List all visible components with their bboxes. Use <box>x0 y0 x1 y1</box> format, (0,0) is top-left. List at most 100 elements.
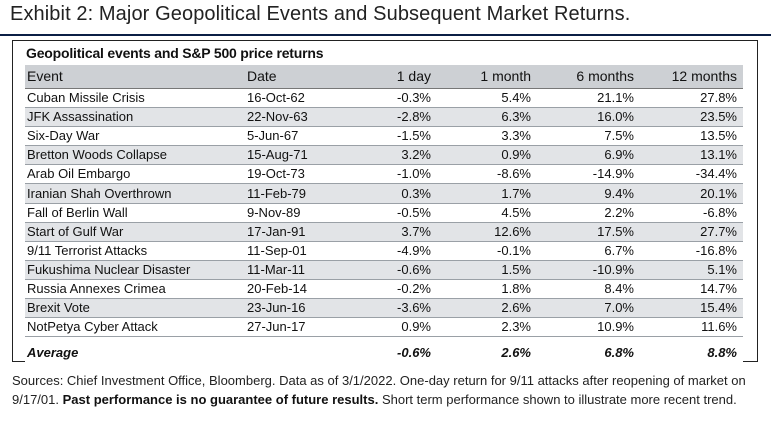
twelve-months-cell: 23.5% <box>640 107 743 128</box>
twelve-months-cell: -34.4% <box>640 164 743 185</box>
table-row: Russia Annexes Crimea 20-Feb-14 -0.2% 1.8% 8… <box>25 279 743 300</box>
one-day-cell: -0.6% <box>345 260 437 280</box>
date-cell: 20-Feb-14 <box>235 279 345 300</box>
six-months-cell: 17.5% <box>537 222 640 242</box>
six-months-cell: 9.4% <box>537 183 640 204</box>
column-header: 6 months <box>537 65 640 89</box>
one-month-cell: 5.4% <box>437 88 537 109</box>
date-cell: 11-Sep-01 <box>235 241 345 261</box>
date-cell: 16-Oct-62 <box>235 88 345 109</box>
table-header-row: Event Date 1 day 1 month 6 months 12 mon… <box>25 65 743 89</box>
six-months-cell: -10.9% <box>537 260 640 280</box>
column-header: 12 months <box>640 65 743 89</box>
sources-text: Sources: Chief Investment Office, Bloomb… <box>12 373 746 407</box>
six-months-cell: 7.0% <box>537 298 640 319</box>
one-day-cell: -3.6% <box>345 298 437 319</box>
table-row: JFK Assassination 22-Nov-63 -2.8% 6.3% 16.0%… <box>25 107 743 128</box>
average-6-months: 6.8% <box>537 336 640 370</box>
twelve-months-cell: -6.8% <box>640 203 743 223</box>
one-month-cell: 12.6% <box>437 222 537 242</box>
one-month-cell: -0.1% <box>437 241 537 261</box>
twelve-months-cell: 13.5% <box>640 126 743 147</box>
table-row: NotPetya Cyber Attack 27-Jun-17 0.9% 2.3% 10… <box>25 317 743 338</box>
average-12-months: 8.8% <box>640 336 743 370</box>
average-1-month: 2.6% <box>437 336 537 370</box>
event-cell: Fall of Berlin Wall <box>25 203 235 223</box>
average-1-day: -0.6% <box>345 336 437 370</box>
table-row: Brexit Vote 23-Jun-16 -3.6% 2.6% 7.0% 15.4% <box>25 298 743 319</box>
sources-tail: Short term performance shown to illustra… <box>381 392 737 407</box>
event-cell: Start of Gulf War <box>25 222 235 242</box>
column-header: Date <box>235 65 345 89</box>
twelve-months-cell: 27.8% <box>640 88 743 109</box>
date-cell: 15-Aug-71 <box>235 145 345 166</box>
one-day-cell: -1.0% <box>345 164 437 185</box>
table-row: Bretton Woods Collapse 15-Aug-71 3.2% 0.9% 6… <box>25 145 743 166</box>
six-months-cell: 7.5% <box>537 126 640 147</box>
table-row: Iranian Shah Overthrown 11-Feb-79 0.3% 1.7%… <box>25 183 743 204</box>
twelve-months-cell: 27.7% <box>640 222 743 242</box>
twelve-months-cell: -16.8% <box>640 241 743 261</box>
date-cell: 5-Jun-67 <box>235 126 345 147</box>
one-month-cell: 4.5% <box>437 203 537 223</box>
date-cell: 23-Jun-16 <box>235 298 345 319</box>
returns-table: Event Date 1 day 1 month 6 months 12 mon… <box>25 65 743 370</box>
one-month-cell: 2.6% <box>437 298 537 319</box>
six-months-cell: 21.1% <box>537 88 640 109</box>
one-month-cell: 1.8% <box>437 279 537 300</box>
average-label: Average <box>25 336 235 370</box>
one-day-cell: -1.5% <box>345 126 437 147</box>
column-header: 1 day <box>345 65 437 89</box>
twelve-months-cell: 20.1% <box>640 183 743 204</box>
one-day-cell: -2.8% <box>345 107 437 128</box>
one-day-cell: 3.7% <box>345 222 437 242</box>
one-day-cell: 0.3% <box>345 183 437 204</box>
twelve-months-cell: 15.4% <box>640 298 743 319</box>
twelve-months-cell: 13.1% <box>640 145 743 166</box>
one-month-cell: 1.7% <box>437 183 537 204</box>
date-cell: 11-Feb-79 <box>235 183 345 204</box>
performance-disclaimer: Past performance is no guarantee of futu… <box>62 392 379 407</box>
six-months-cell: -14.9% <box>537 164 640 185</box>
table-row: Arab Oil Embargo 19-Oct-73 -1.0% -8.6% -14.9… <box>25 164 743 185</box>
date-cell: 11-Mar-11 <box>235 260 345 280</box>
one-month-cell: 2.3% <box>437 317 537 338</box>
one-day-cell: 3.2% <box>345 145 437 166</box>
event-cell: JFK Assassination <box>25 107 235 128</box>
date-cell: 9-Nov-89 <box>235 203 345 223</box>
event-cell: Bretton Woods Collapse <box>25 145 235 166</box>
event-cell: 9/11 Terrorist Attacks <box>25 241 235 261</box>
sources-note: Sources: Chief Investment Office, Bloomb… <box>12 371 764 409</box>
one-month-cell: -8.6% <box>437 164 537 185</box>
table-body: Cuban Missile Crisis 16-Oct-62 -0.3% 5.4% 21… <box>25 88 743 370</box>
average-date <box>235 336 345 370</box>
one-day-cell: -0.3% <box>345 88 437 109</box>
six-months-cell: 6.9% <box>537 145 640 166</box>
event-cell: Six-Day War <box>25 126 235 147</box>
one-month-cell: 6.3% <box>437 107 537 128</box>
one-day-cell: -4.9% <box>345 241 437 261</box>
event-cell: NotPetya Cyber Attack <box>25 317 235 338</box>
twelve-months-cell: 11.6% <box>640 317 743 338</box>
event-cell: Iranian Shah Overthrown <box>25 183 235 204</box>
table-row: Start of Gulf War 17-Jan-91 3.7% 12.6% 17.5%… <box>25 222 743 242</box>
event-cell: Fukushima Nuclear Disaster <box>25 260 235 280</box>
one-day-cell: 0.9% <box>345 317 437 338</box>
table-row: Cuban Missile Crisis 16-Oct-62 -0.3% 5.4% 21… <box>25 88 743 109</box>
table-title: Geopolitical events and S&P 500 price re… <box>26 45 324 61</box>
table-row: 9/11 Terrorist Attacks 11-Sep-01 -4.9% -0.1… <box>25 241 743 261</box>
six-months-cell: 2.2% <box>537 203 640 223</box>
six-months-cell: 16.0% <box>537 107 640 128</box>
average-row: Average -0.6% 2.6% 6.8% 8.8% <box>25 336 743 370</box>
six-months-cell: 6.7% <box>537 241 640 261</box>
twelve-months-cell: 5.1% <box>640 260 743 280</box>
date-cell: 17-Jan-91 <box>235 222 345 242</box>
date-cell: 19-Oct-73 <box>235 164 345 185</box>
one-month-cell: 1.5% <box>437 260 537 280</box>
six-months-cell: 8.4% <box>537 279 640 300</box>
title-divider <box>0 34 771 36</box>
column-header: Event <box>25 65 235 89</box>
table-row: Six-Day War 5-Jun-67 -1.5% 3.3% 7.5% 13.5% <box>25 126 743 147</box>
date-cell: 27-Jun-17 <box>235 317 345 338</box>
one-month-cell: 3.3% <box>437 126 537 147</box>
